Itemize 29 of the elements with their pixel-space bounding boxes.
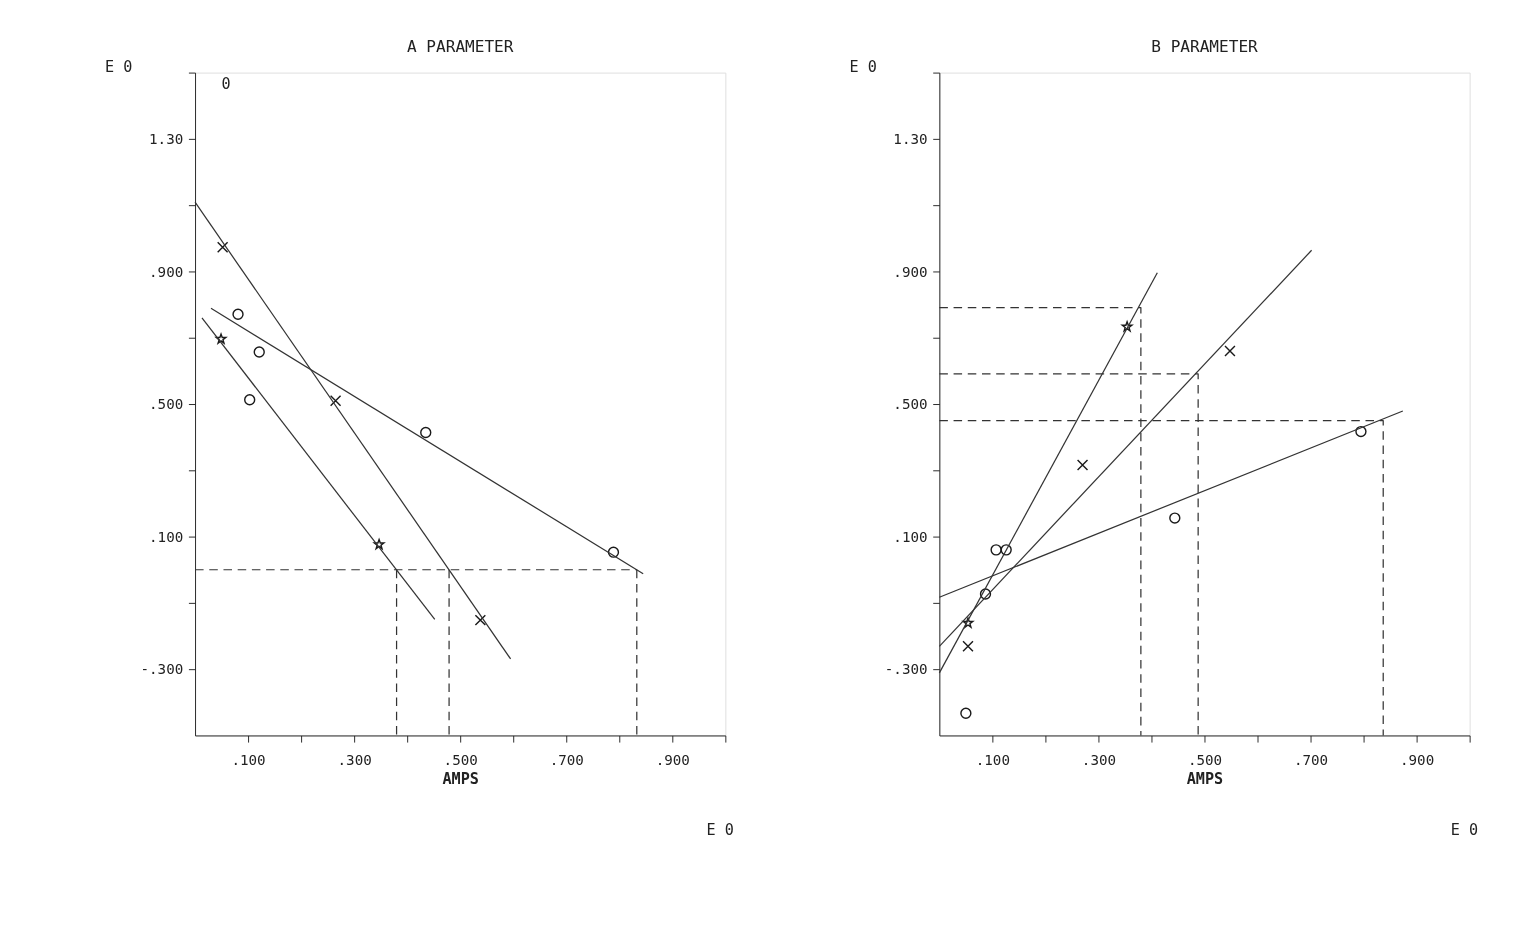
chart-title: A PARAMETER xyxy=(406,36,514,56)
text: E 0 xyxy=(1450,820,1479,839)
x-tick-label: .700 xyxy=(549,752,584,769)
x-tick-label: .100 xyxy=(231,752,266,769)
y-tick-label: .900 xyxy=(149,263,184,280)
x-tick-label: .500 xyxy=(1187,752,1223,769)
x-axis-title: AMPS xyxy=(442,770,479,789)
y-tick-label: .500 xyxy=(149,396,184,413)
x-tick-label: .900 xyxy=(1400,752,1435,769)
y-tick-label: 1.30 xyxy=(893,131,928,148)
y-tick-label: .100 xyxy=(149,528,184,545)
x-tick-label: .300 xyxy=(337,752,372,769)
x-tick-label: .300 xyxy=(1081,752,1117,769)
y-tick-label: .500 xyxy=(893,396,928,413)
annotation: 0 xyxy=(221,74,231,93)
text: E 0 xyxy=(105,57,133,76)
y-tick-label: .900 xyxy=(893,263,928,280)
x-tick-label: .500 xyxy=(443,752,478,769)
x-axis-title: AMPS xyxy=(1186,770,1224,789)
text: E 0 xyxy=(706,820,734,839)
chart-title: B PARAMETER xyxy=(1151,36,1259,56)
x-tick-label: .900 xyxy=(655,752,690,769)
y-tick-label: -.300 xyxy=(884,661,928,678)
text: E 0 xyxy=(849,57,877,76)
x-tick-label: .700 xyxy=(1293,752,1329,769)
x-tick-label: .100 xyxy=(975,752,1010,769)
y-tick-label: 1.30 xyxy=(149,131,184,148)
y-tick-label: -.300 xyxy=(140,661,184,678)
y-tick-label: .100 xyxy=(893,528,928,545)
